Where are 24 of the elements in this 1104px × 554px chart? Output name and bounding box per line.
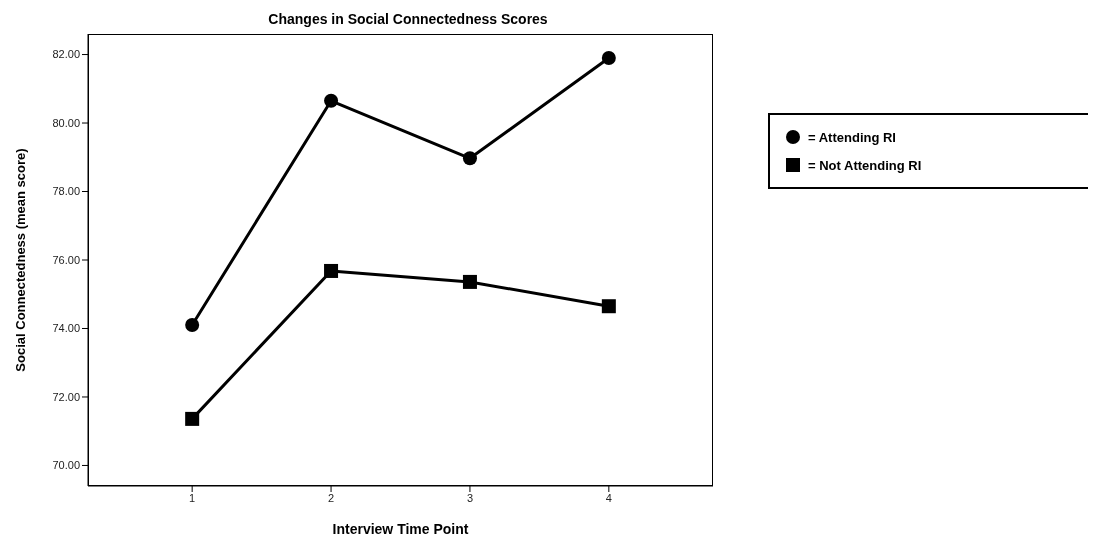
x-tick-label: 2 bbox=[327, 491, 335, 504]
y-tick-label: 72.00 bbox=[52, 390, 80, 403]
y-tick-label: 82.00 bbox=[52, 48, 80, 61]
point bbox=[462, 151, 477, 166]
point bbox=[601, 50, 616, 65]
x-axis-title: Interview Time Point bbox=[332, 521, 469, 537]
y-tick-label: 76.00 bbox=[52, 253, 80, 266]
y-tick-label: 74.00 bbox=[52, 322, 80, 335]
y-tick-label: 70.00 bbox=[52, 459, 80, 472]
y-axis-title: Social Connectedness (mean score) bbox=[12, 148, 28, 372]
y-tick-label: 78.00 bbox=[52, 185, 80, 198]
point bbox=[324, 263, 339, 278]
x-tick-label: 4 bbox=[605, 491, 612, 504]
point bbox=[324, 93, 339, 108]
x-tick-label: 3 bbox=[466, 491, 474, 504]
point bbox=[185, 411, 200, 426]
point bbox=[462, 274, 477, 289]
legend-label: = Not Attending RI bbox=[808, 157, 922, 173]
y-tick-label: 80.00 bbox=[52, 116, 80, 129]
point bbox=[185, 318, 200, 333]
legend-label: = Attending RI bbox=[808, 129, 896, 145]
point bbox=[601, 299, 616, 314]
chart-title: Changes in Social Connectedness Scores bbox=[268, 11, 548, 27]
x-tick-label: 1 bbox=[189, 491, 196, 504]
